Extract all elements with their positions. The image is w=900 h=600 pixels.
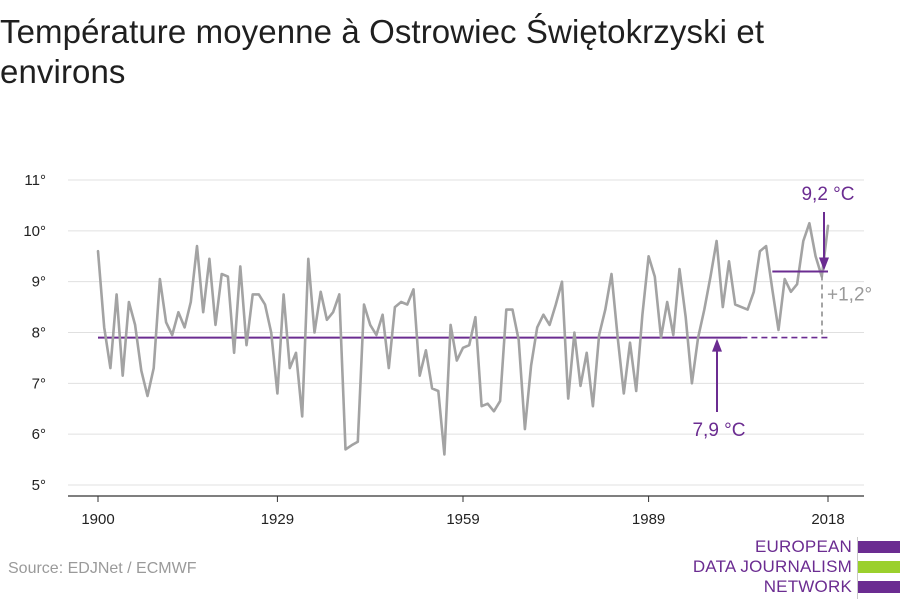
y-tick-label: 6°: [32, 426, 46, 443]
x-tick-label: 1900: [81, 511, 114, 528]
logo-bar-bottom: [858, 581, 900, 593]
x-tick-label: 2018: [811, 511, 844, 528]
logo-text-network: NETWORK: [763, 577, 852, 596]
annotations: +1,2° 9,2 °C 7,9 °C: [692, 184, 872, 441]
y-tick-label: 9°: [32, 274, 46, 291]
recent-arrow-head: [819, 257, 829, 271]
y-tick-label: 10°: [23, 223, 46, 240]
y-tick-label: 11°: [24, 172, 46, 189]
y-tick-label: 8°: [32, 325, 46, 342]
y-tick-label: 7°: [32, 375, 46, 392]
baseline-mean-label: 7,9 °C: [692, 420, 745, 441]
edjnet-logo: EUROPEAN DATA JOURNALISM NETWORK: [693, 537, 900, 599]
chart-title: Température moyenne à Ostrowiec Świętokr…: [0, 13, 765, 90]
difference-label: +1,2°: [827, 285, 872, 306]
logo-text-european: EUROPEAN: [754, 537, 852, 556]
x-tick-label: 1959: [446, 511, 479, 528]
series-line-annual-temperature: [96, 221, 830, 456]
logo-text-data-journalism: DATA JOURNALISM: [692, 557, 852, 576]
x-tick-label: 1929: [261, 511, 294, 528]
source-credit: Source: EDJNet / ECMWF: [8, 560, 197, 577]
logo-bar-top: [858, 541, 900, 553]
series-layer: [96, 221, 830, 456]
axes: 5° 6° 7° 8° 9° 10° 11° 1900 1929 1959 1989 2018: [23, 172, 864, 528]
logo-divider: [857, 537, 858, 599]
y-tick-label: 5°: [32, 477, 46, 494]
baseline-arrow-head: [712, 338, 722, 352]
logo-bar-middle: [858, 561, 900, 573]
recent-mean-label: 9,2 °C: [801, 184, 854, 205]
x-tick-label: 1989: [632, 511, 665, 528]
